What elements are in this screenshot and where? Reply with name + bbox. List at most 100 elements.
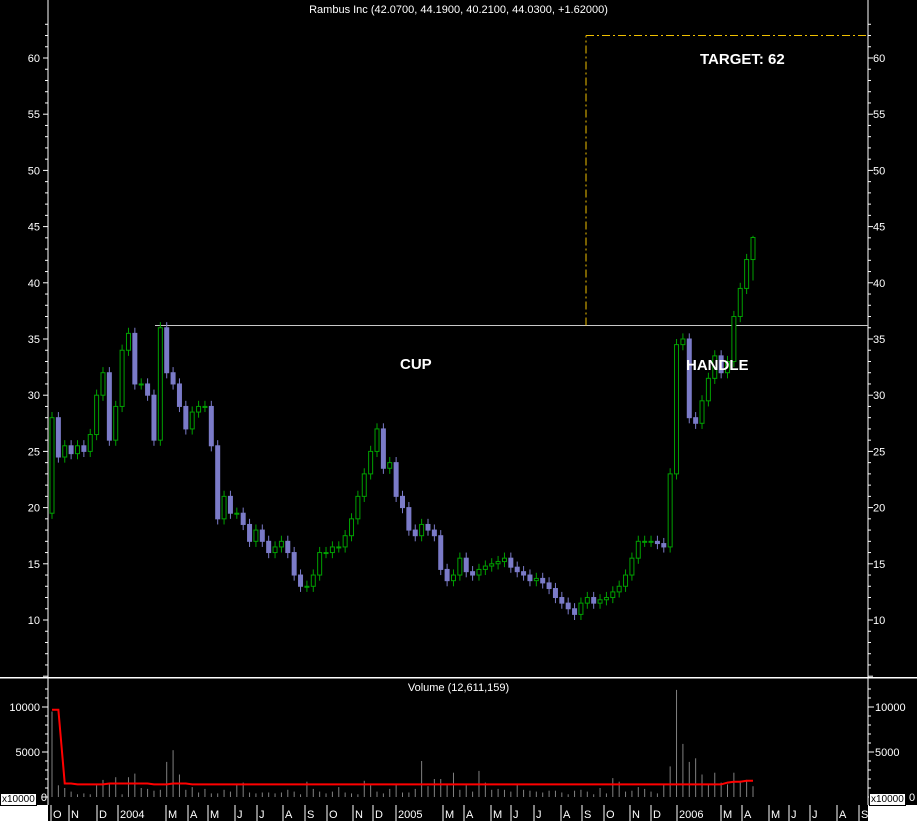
x-tick-label: J <box>812 809 818 821</box>
x-tick-label: S <box>584 809 591 821</box>
volume-tick-label-left: 5000 <box>16 747 40 759</box>
x-tick-label: M <box>210 809 219 821</box>
candle-down <box>527 574 533 582</box>
x-tick-label: J <box>237 809 243 821</box>
price-tick-label-left: 35 <box>28 334 40 346</box>
candle-down <box>546 582 552 590</box>
candle-up <box>680 338 686 346</box>
price-tick-label-left: 55 <box>28 109 40 121</box>
candle-up <box>125 332 131 351</box>
candle-up <box>712 355 718 379</box>
candle-up <box>310 574 316 587</box>
price-tick-label-right: 50 <box>873 165 885 177</box>
candle-down <box>393 462 399 497</box>
x-tick-label: N <box>71 809 79 821</box>
candle-up <box>623 574 629 587</box>
candle-down <box>132 332 138 385</box>
candle-down <box>508 557 514 568</box>
candle-down <box>266 540 272 554</box>
price-tick-label-right: 25 <box>873 446 885 458</box>
candle-down <box>208 405 214 447</box>
candle-down <box>552 588 558 599</box>
cup-label: CUP <box>400 356 432 373</box>
candle-up <box>221 495 227 520</box>
price-tick-label-right: 10 <box>873 615 885 627</box>
x-tick-label: A <box>190 809 198 821</box>
x-tick-label: J <box>791 809 797 821</box>
price-tick-label-left: 45 <box>28 222 40 234</box>
candle-down <box>285 540 291 554</box>
candle-down <box>380 428 386 469</box>
x-tick-label: A <box>563 809 571 821</box>
x-tick-label: A <box>466 809 474 821</box>
x-tick-label: M <box>445 809 454 821</box>
price-tick-label-left: 20 <box>28 503 40 515</box>
x-tick-label: M <box>723 809 732 821</box>
volume-unit-right: x10000 <box>869 793 906 806</box>
candle-down <box>540 577 546 584</box>
candle-up <box>202 405 208 408</box>
volume-tick-label-right: 5000 <box>875 747 899 759</box>
volume-tick-label-left: 10000 <box>9 702 40 714</box>
x-tick-label: D <box>653 809 661 821</box>
x-tick-label: 2006 <box>679 809 703 821</box>
candle-down <box>176 383 182 407</box>
candle-up <box>489 563 495 567</box>
candle-up <box>744 259 750 289</box>
candle-up <box>450 574 456 582</box>
candle-up <box>578 602 584 615</box>
candle-down <box>559 597 565 604</box>
x-tick-label: M <box>493 809 502 821</box>
candle-down <box>55 417 61 458</box>
price-tick-label-left: 25 <box>28 446 40 458</box>
candle-down <box>718 355 724 374</box>
price-tick-label-left: 40 <box>28 278 40 290</box>
candle-down <box>521 571 527 576</box>
price-tick-label-right: 60 <box>873 53 885 65</box>
price-tick-label-left: 15 <box>28 559 40 571</box>
x-tick-label: 2004 <box>120 809 144 821</box>
candle-down <box>686 338 692 419</box>
candle-up <box>603 597 609 601</box>
price-tick-label-left: 50 <box>28 165 40 177</box>
candle-down <box>215 445 221 520</box>
candle-up <box>635 540 641 559</box>
panel-separator <box>0 677 917 679</box>
volume-tick-label-right: 10000 <box>875 702 906 714</box>
candle-up <box>323 552 329 555</box>
candle-up <box>62 445 68 458</box>
x-tick-label: J <box>536 809 542 821</box>
x-axis-band <box>48 805 868 821</box>
x-tick-label: J <box>513 809 519 821</box>
candle-down <box>425 523 431 531</box>
candle-up <box>610 591 616 599</box>
candle-up <box>49 417 55 514</box>
candle-down <box>68 445 74 455</box>
candle-up <box>419 523 425 537</box>
x-tick-label: O <box>329 809 338 821</box>
candle-up <box>196 405 202 413</box>
candle-down <box>412 529 418 537</box>
volume-unit-left: x10000 <box>0 793 37 806</box>
candle-down <box>145 383 151 396</box>
candle-up <box>482 565 488 570</box>
x-tick-label: D <box>375 809 383 821</box>
candle-up <box>750 237 756 261</box>
candle-up <box>501 557 507 563</box>
x-tick-label: A <box>744 809 752 821</box>
x-tick-label: S <box>307 809 314 821</box>
candle-down <box>591 597 597 604</box>
candle-up <box>699 400 705 424</box>
candle-up <box>533 577 539 582</box>
candle-up <box>336 546 342 549</box>
candle-up <box>157 327 163 441</box>
candle-up <box>355 495 361 520</box>
x-tick-label: D <box>99 809 107 821</box>
candle-down <box>291 552 297 576</box>
candle-down <box>693 417 699 424</box>
candle-up <box>374 428 380 452</box>
candle-up <box>476 568 482 576</box>
candle-up <box>674 344 680 475</box>
price-tick-label-left: 10 <box>28 615 40 627</box>
